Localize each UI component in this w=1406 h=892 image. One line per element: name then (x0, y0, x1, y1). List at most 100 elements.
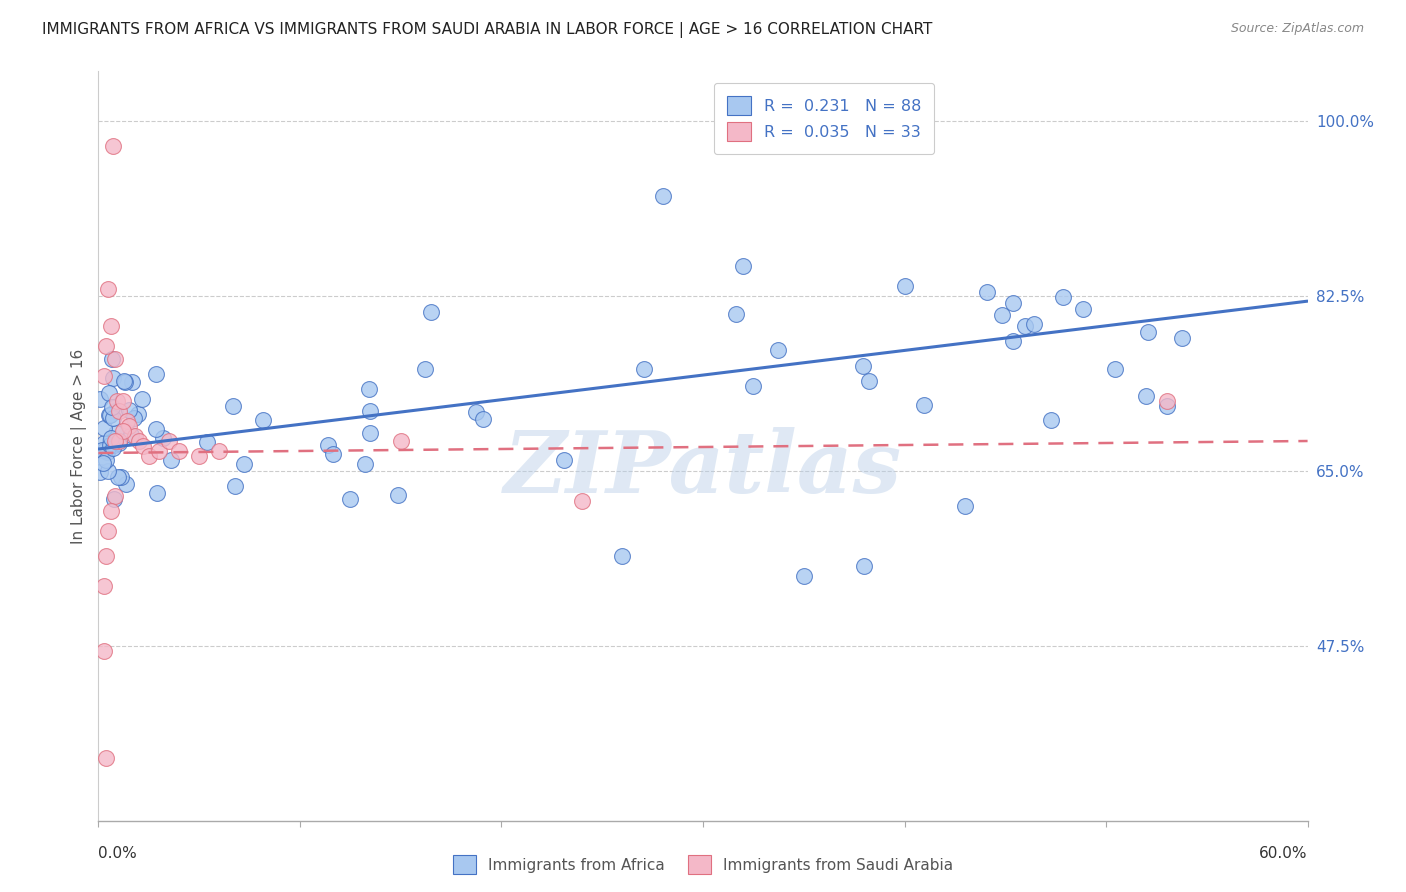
Point (157, 434, 180, 448)
Point (991, 308, 1014, 322)
Point (100, 504, 122, 518)
Legend: R =  0.231   N = 88, R =  0.035   N = 33: R = 0.231 N = 88, R = 0.035 N = 33 (714, 83, 934, 154)
Point (103, 434, 125, 448)
Point (118, 419, 141, 434)
Text: Source: ZipAtlas.com: Source: ZipAtlas.com (1230, 22, 1364, 36)
Point (953, 499, 976, 513)
Point (208, 444, 231, 458)
Point (96, 464, 118, 478)
Point (97, 282, 120, 296)
Point (118, 402, 141, 417)
Point (1014, 319, 1036, 334)
Text: 60.0%: 60.0% (1260, 846, 1308, 861)
Point (96, 452, 118, 467)
Point (93, 369, 115, 384)
Point (98, 409, 121, 423)
Point (571, 494, 593, 508)
Point (100, 431, 122, 445)
Point (97, 386, 120, 401)
Point (852, 359, 875, 373)
Point (197, 434, 219, 449)
Point (96, 750, 118, 764)
Point (107, 470, 129, 484)
Point (1156, 399, 1178, 413)
Point (89, 392, 111, 406)
Point (633, 362, 655, 376)
Point (91, 456, 114, 470)
Point (131, 392, 153, 406)
Point (651, 189, 673, 203)
Point (858, 374, 880, 388)
Point (359, 426, 381, 441)
Point (90, 443, 112, 458)
Point (160, 452, 183, 467)
Text: 0.0%: 0.0% (98, 846, 138, 861)
Point (103, 492, 125, 507)
Point (101, 371, 124, 385)
Point (107, 434, 129, 448)
Point (354, 457, 377, 471)
Point (93, 436, 115, 450)
Point (1156, 394, 1178, 409)
Point (733, 259, 755, 273)
Point (108, 435, 131, 450)
Point (93, 421, 115, 435)
Point (98, 438, 121, 452)
Point (112, 374, 135, 388)
Point (252, 413, 274, 427)
Point (188, 449, 211, 463)
Point (132, 439, 155, 453)
Point (1039, 413, 1062, 427)
Point (103, 411, 125, 425)
Point (93, 644, 115, 658)
Point (96, 445, 118, 459)
Point (145, 486, 167, 500)
Point (1137, 326, 1160, 340)
Point (322, 447, 344, 461)
Point (976, 285, 998, 299)
Point (124, 429, 146, 443)
Point (1002, 296, 1025, 310)
Point (742, 379, 765, 393)
Point (96, 339, 118, 353)
Point (138, 449, 160, 463)
Point (1071, 301, 1094, 316)
Point (1002, 334, 1025, 349)
Point (93, 579, 115, 593)
Point (107, 404, 129, 418)
Point (389, 434, 412, 448)
Point (167, 444, 190, 458)
Point (1135, 389, 1157, 403)
Point (145, 422, 167, 436)
Point (98, 434, 121, 449)
Point (115, 477, 138, 491)
Point (101, 139, 124, 153)
Point (120, 428, 142, 442)
Point (471, 412, 494, 426)
Point (152, 431, 174, 445)
Point (98, 408, 121, 422)
Point (420, 305, 443, 319)
Point (222, 399, 245, 413)
Point (359, 404, 381, 418)
Point (233, 457, 256, 471)
Point (103, 352, 125, 367)
Point (111, 424, 134, 438)
Point (128, 434, 150, 448)
Legend: Immigrants from Africa, Immigrants from Saudi Arabia: Immigrants from Africa, Immigrants from … (447, 849, 959, 880)
Point (387, 488, 409, 502)
Point (103, 438, 125, 452)
Point (148, 444, 170, 458)
Point (105, 425, 128, 440)
Point (89, 465, 111, 479)
Point (612, 549, 634, 563)
Point (853, 558, 876, 573)
Point (893, 279, 915, 293)
Point (97, 524, 120, 538)
Text: ZIPatlas: ZIPatlas (503, 426, 903, 510)
Point (96, 549, 118, 563)
Point (1171, 330, 1194, 344)
Point (1022, 317, 1045, 331)
Point (1052, 290, 1074, 304)
Point (104, 404, 127, 418)
